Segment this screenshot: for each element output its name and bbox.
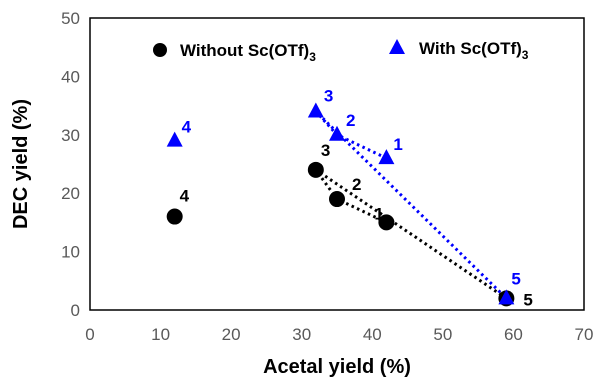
x-axis-title: Acetal yield (%) xyxy=(263,356,411,378)
y-tick-label: 30 xyxy=(61,126,80,145)
point-label: 3 xyxy=(321,141,330,160)
legend-label-subscript: 3 xyxy=(309,50,316,64)
x-tick-label: 40 xyxy=(363,325,382,344)
x-tick-label: 50 xyxy=(433,325,452,344)
y-axis-title: DEC yield (%) xyxy=(10,99,32,229)
trendlines xyxy=(314,110,508,300)
y-tick-label: 20 xyxy=(61,184,80,203)
data-point-circle xyxy=(166,208,183,225)
plot-area xyxy=(89,17,585,311)
legend-label-main: Without Sc(OTf) xyxy=(180,41,309,60)
x-tick-label: 30 xyxy=(292,325,311,344)
data-point-triangle xyxy=(329,125,345,141)
point-label: 2 xyxy=(346,111,355,130)
legend-label-subscript: 3 xyxy=(522,48,529,62)
x-axis-ticks: 0 10 20 30 40 50 60 70 xyxy=(85,325,593,344)
x-tick-label: 60 xyxy=(504,325,523,344)
point-label: 1 xyxy=(374,204,383,223)
data-point-triangle xyxy=(498,289,515,305)
data-point-circle xyxy=(307,161,324,178)
point-label: 4 xyxy=(182,118,192,137)
data-markers xyxy=(166,102,515,307)
x-tick-label: 10 xyxy=(151,325,170,344)
y-tick-label: 40 xyxy=(61,67,80,86)
y-tick-label: 0 xyxy=(71,301,80,320)
legend-label-main: With Sc(OTf) xyxy=(419,39,522,58)
legend: Without Sc(OTf)3 With Sc(OTf)3 xyxy=(153,39,529,64)
x-tick-label: 70 xyxy=(575,325,594,344)
point-label: 5 xyxy=(523,290,532,309)
y-axis-ticks: 0 10 20 30 40 50 xyxy=(61,9,80,320)
point-label: 4 xyxy=(180,187,190,206)
legend-marker-triangle xyxy=(389,39,405,54)
data-point-triangle xyxy=(378,149,395,165)
data-point-circle xyxy=(378,214,395,231)
x-tick-label: 0 xyxy=(85,325,94,344)
trendline-without xyxy=(314,168,508,300)
legend-label: Without Sc(OTf)3 xyxy=(180,41,316,64)
legend-label: With Sc(OTf)3 xyxy=(419,39,529,62)
point-label: 3 xyxy=(324,86,333,105)
legend-marker-circle xyxy=(153,43,167,57)
y-tick-label: 10 xyxy=(61,243,80,262)
point-label: 2 xyxy=(352,175,361,194)
data-point-triangle xyxy=(307,102,324,118)
point-label: 5 xyxy=(511,269,520,288)
data-point-circle xyxy=(329,191,345,208)
x-tick-label: 20 xyxy=(222,325,241,344)
y-tick-label: 50 xyxy=(61,9,80,28)
data-point-triangle xyxy=(166,131,183,147)
point-label: 1 xyxy=(393,135,402,154)
